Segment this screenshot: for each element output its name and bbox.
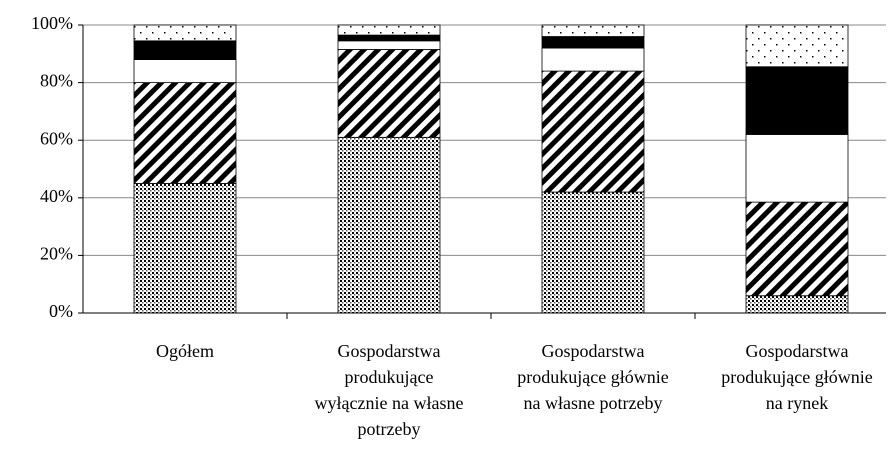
x-tick-label: Ogółem bbox=[156, 341, 214, 361]
y-tick-label: 80% bbox=[40, 71, 73, 91]
bar-segment bbox=[337, 34, 441, 42]
bar-segment bbox=[133, 24, 237, 42]
bar-segment bbox=[541, 47, 645, 72]
bar-segment bbox=[745, 134, 849, 203]
bar-segment bbox=[745, 295, 849, 314]
bar-segment bbox=[541, 191, 645, 314]
x-tick-label: Gospodarstwa produkujące głównie na włas… bbox=[517, 341, 669, 413]
bar-segment bbox=[745, 24, 849, 68]
x-tick-label: Gospodarstwa produkujące wyłącznie na wł… bbox=[314, 341, 464, 439]
x-tick-label: Gospodarstwa produkujące głównie na ryne… bbox=[721, 341, 873, 413]
bar-segment bbox=[133, 59, 237, 84]
y-tick-label: 60% bbox=[40, 128, 73, 148]
y-tick-label: 40% bbox=[40, 186, 73, 206]
bar-segment bbox=[337, 40, 441, 50]
bar-segment bbox=[337, 24, 441, 36]
bar-segment bbox=[541, 36, 645, 49]
y-tick-label: 0% bbox=[49, 301, 73, 321]
bar-segment bbox=[337, 136, 441, 314]
bar-segment bbox=[745, 66, 849, 135]
y-tick-label: 100% bbox=[31, 13, 73, 33]
bar-segment bbox=[541, 24, 645, 37]
bar-segment bbox=[133, 182, 237, 314]
bar-segment bbox=[133, 82, 237, 184]
bar-segment bbox=[541, 70, 645, 193]
y-tick-label: 20% bbox=[40, 244, 73, 264]
bar-segment bbox=[745, 201, 849, 297]
bar-segment bbox=[337, 49, 441, 138]
bar-segment bbox=[133, 40, 237, 60]
